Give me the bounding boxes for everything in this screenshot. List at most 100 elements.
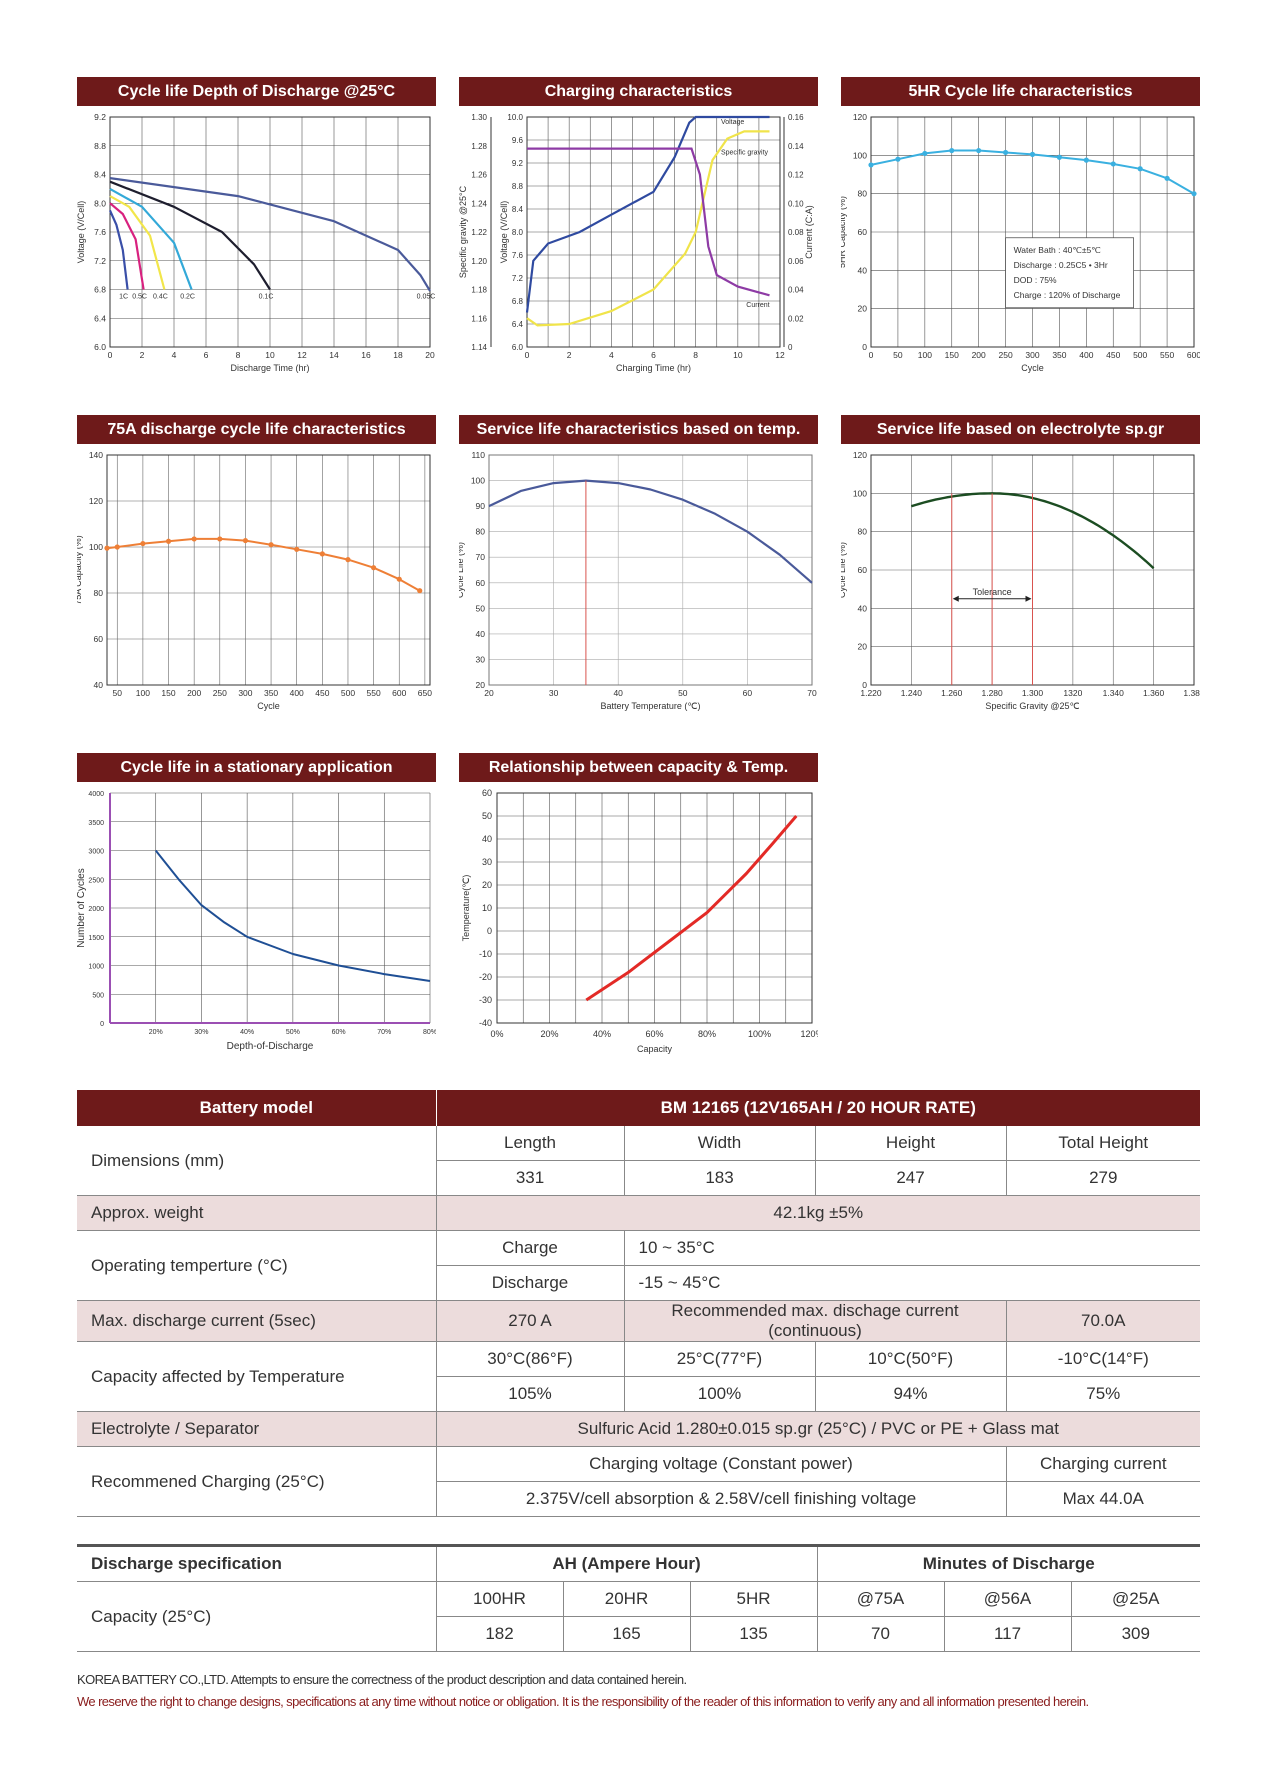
- discharge-spec-label: Discharge specification: [77, 1544, 437, 1582]
- series-line: [525, 115, 770, 313]
- y-axis-label: Voltage (V/Cell): [499, 201, 509, 264]
- spec-table: Battery model BM 12165 (12V165AH / 20 HO…: [77, 1090, 1200, 1517]
- plot-frame: [870, 116, 1195, 348]
- x-tick-label: 500: [341, 688, 355, 698]
- y-tick-label: 40: [94, 680, 104, 690]
- y-tick-label: -10: [479, 949, 492, 959]
- battery-model-value: BM 12165 (12V165AH / 20 HOUR RATE): [436, 1090, 1200, 1126]
- y-tick-label: 90: [476, 501, 486, 511]
- series-line: [488, 479, 813, 584]
- y-tick-label: 100: [471, 476, 485, 486]
- x-tick-label: 2: [567, 350, 572, 360]
- x-tick-label: 10: [733, 350, 743, 360]
- data-point: [895, 156, 901, 162]
- x-tick-label: 2: [140, 350, 145, 360]
- x-tick-label: 60%: [645, 1029, 663, 1039]
- data-point: [922, 150, 928, 157]
- x-tick-label: 1.340: [1103, 688, 1125, 698]
- dim-value-width: 183: [623, 1160, 815, 1196]
- y-tick-label: 10.0: [507, 113, 523, 122]
- chart-title: Service life based on electrolyte sp.gr: [841, 415, 1200, 444]
- series-label: 1C: [119, 294, 128, 301]
- y-tick-label: 30: [476, 654, 486, 664]
- discharge-table: Discharge specification AH (Ampere Hour)…: [77, 1544, 1200, 1652]
- chart-capacity-temp: 0% 20% 40% 60% 80% 100% 120% -40 -30 -20 -10 0 10 20 3…: [461, 788, 818, 1054]
- y-tick-label: 10: [482, 903, 492, 913]
- x-tick-label: 600: [392, 688, 406, 698]
- x-tick-label: 60: [743, 688, 753, 698]
- data-point: [191, 536, 197, 542]
- x-tick-label: 1.240: [901, 688, 923, 698]
- y-tick-label: 0.06: [788, 257, 804, 266]
- plot-frame: [488, 454, 813, 686]
- x-tick-label: 650: [418, 688, 432, 698]
- y-tick-label: -30: [479, 995, 492, 1005]
- footer-disclaimer-2: We reserve the right to change designs, …: [77, 1694, 1089, 1709]
- value-20hr: 165: [562, 1616, 690, 1652]
- x-tick-label: 20: [484, 688, 494, 698]
- legend-box: [1005, 237, 1134, 309]
- x-tick-label: 0: [108, 350, 113, 360]
- x-tick-label: 20: [425, 350, 435, 360]
- y-tick-label: 8.4: [512, 205, 524, 214]
- x-tick-label: 250: [213, 688, 227, 698]
- table-row: Dimensions (mm) Length Width Height Tota…: [77, 1126, 1200, 1196]
- y-tick-label: 100: [853, 488, 867, 498]
- y-tick-label: 1.14: [471, 343, 487, 352]
- y-tick-label: 7.6: [512, 251, 524, 260]
- chart-title: Relationship between capacity & Temp.: [459, 753, 818, 782]
- electrolyte-label: Electrolyte / Separator: [77, 1411, 437, 1447]
- x-tick-label: 1.380: [1183, 688, 1200, 698]
- y-tick-label: 20: [858, 642, 868, 652]
- y-tick-label: 7.2: [512, 274, 524, 283]
- y-tick-label: 1500: [88, 935, 104, 942]
- x-tick-label: 1.220: [860, 688, 882, 698]
- y-tick-label: 40: [482, 834, 492, 844]
- chart-charging: 0 2 4 6 8 10 12 6.0 6.4 6.8 7.2 7.6 8.0 8.4 8.8 9.2 9.6 1…: [459, 113, 814, 373]
- y-tick-label: 30: [482, 857, 492, 867]
- x-tick-label: 350: [264, 688, 278, 698]
- x-tick-label: 200: [187, 688, 201, 698]
- x-tick-label: 400: [290, 688, 304, 698]
- x-tick-label: 80%: [423, 1029, 436, 1036]
- y-tick-label: 2000: [88, 906, 104, 913]
- x-tick-label: 6: [204, 350, 209, 360]
- x-tick-label: 50: [893, 350, 903, 360]
- value-25a: 309: [1070, 1616, 1200, 1652]
- x-tick-label: 200: [972, 350, 986, 360]
- x-tick-label: 300: [1025, 350, 1039, 360]
- dim-head-height: Height: [814, 1126, 1006, 1161]
- capacity-temp-label: Capacity affected by Temperature: [77, 1341, 437, 1412]
- table-row: 182 165 135 70 117 309: [77, 1616, 1200, 1652]
- minutes-head: Minutes of Discharge: [816, 1544, 1200, 1582]
- x-tick-label: 1.300: [1022, 688, 1044, 698]
- y-tick-label: 9.2: [512, 159, 524, 168]
- data-point: [345, 557, 351, 563]
- legend-text: Discharge : 0.25C5 • 3Hr: [1014, 260, 1108, 270]
- y-tick-label: 0: [487, 926, 492, 936]
- plot-frame: [109, 116, 431, 348]
- dim-head-total-height: Total Height: [1005, 1126, 1200, 1161]
- x-tick-label: 50: [678, 688, 688, 698]
- chart-panel-cap-temp: Relationship between capacity & Temp. 0%…: [459, 753, 818, 1065]
- data-point: [1029, 151, 1036, 157]
- cap-temp-value-25: 100%: [623, 1376, 815, 1412]
- battery-model-label: Battery model: [77, 1090, 437, 1126]
- y-tick-label: 80: [858, 189, 868, 199]
- y-tick-label: 6.4: [512, 320, 524, 329]
- y-axis-label: Current (C:A): [804, 205, 814, 259]
- x-tick-label: 70%: [377, 1029, 391, 1036]
- y-tick-label: 1.18: [471, 286, 487, 295]
- data-point: [165, 538, 172, 544]
- y-axis-label: Number of Cycles: [77, 868, 87, 947]
- y-tick-label: 8.8: [512, 182, 524, 191]
- data-point: [1110, 161, 1116, 167]
- x-tick-label: 50%: [286, 1029, 300, 1036]
- x-tick-label: 50: [113, 688, 123, 698]
- value-5hr: 135: [689, 1616, 817, 1652]
- y-tick-label: 60: [858, 565, 868, 575]
- y-tick-label: 1.22: [471, 228, 487, 237]
- head-56a: @56A: [943, 1581, 1071, 1617]
- y-tick-label: 6.4: [94, 313, 106, 323]
- chart-panel-charging: Charging characteristics 0 2 4 6 8 10 12 6.0 6.4…: [459, 77, 818, 389]
